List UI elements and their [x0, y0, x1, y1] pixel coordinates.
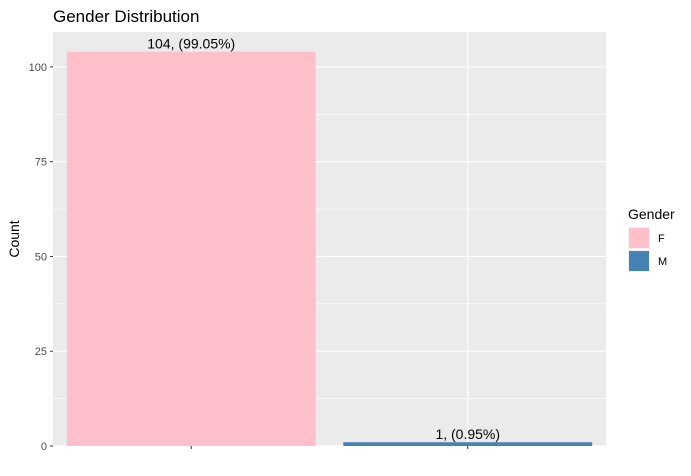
chart-title: Gender Distribution	[53, 7, 199, 26]
y-tick-label: 0	[41, 441, 47, 453]
legend-key-m	[629, 251, 649, 271]
data-label-m: 1, (0.95%)	[435, 426, 500, 442]
y-tick-label: 75	[35, 157, 47, 169]
y-tick-label: 25	[35, 346, 47, 358]
y-axis-title: Count	[6, 220, 22, 257]
y-tick-label: 100	[29, 62, 47, 74]
legend-key-f	[629, 228, 649, 248]
bars	[66, 51, 593, 446]
bar-f	[66, 51, 316, 446]
y-tick-label: 50	[35, 251, 47, 263]
data-label-f: 104, (99.05%)	[147, 36, 235, 52]
legend-label-f: F	[658, 233, 665, 245]
legend-title: Gender	[628, 206, 675, 222]
x-axis	[190, 446, 469, 449]
plot-area: 104, (99.05%) 1, (0.95%)	[53, 32, 606, 447]
legend-label-m: M	[658, 256, 667, 268]
legend: Gender FM	[628, 206, 675, 272]
bar-m	[343, 442, 593, 446]
data-labels: 104, (99.05%) 1, (0.95%)	[147, 36, 500, 442]
y-axis: 0 25 50 75 100	[29, 62, 53, 453]
legend-items: FM	[628, 227, 667, 272]
